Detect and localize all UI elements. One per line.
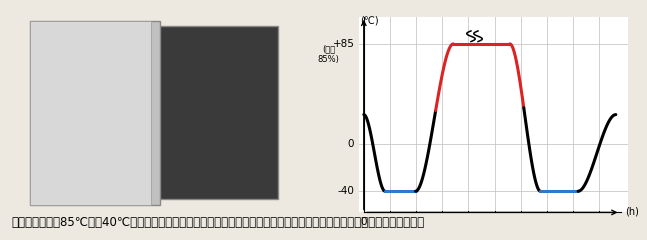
FancyBboxPatch shape — [30, 21, 160, 205]
Text: 0: 0 — [360, 217, 367, 227]
Text: -40: -40 — [338, 186, 355, 196]
FancyBboxPatch shape — [30, 21, 151, 205]
Text: (℃): (℃) — [360, 16, 379, 26]
Text: (h): (h) — [625, 206, 639, 216]
Text: (温度
85%): (温度 85%) — [318, 45, 340, 64]
Text: 0: 0 — [348, 139, 355, 149]
Text: 【この設備で、85℃～－40℃の温度変化を繰り返すことによって、激しい寒暖の差に対する耗久性をテストしています。】: 【この設備で、85℃～－40℃の温度変化を繰り返すことによって、激しい寒暖の差に… — [12, 216, 425, 229]
FancyBboxPatch shape — [59, 26, 278, 199]
Text: +85: +85 — [333, 39, 355, 49]
